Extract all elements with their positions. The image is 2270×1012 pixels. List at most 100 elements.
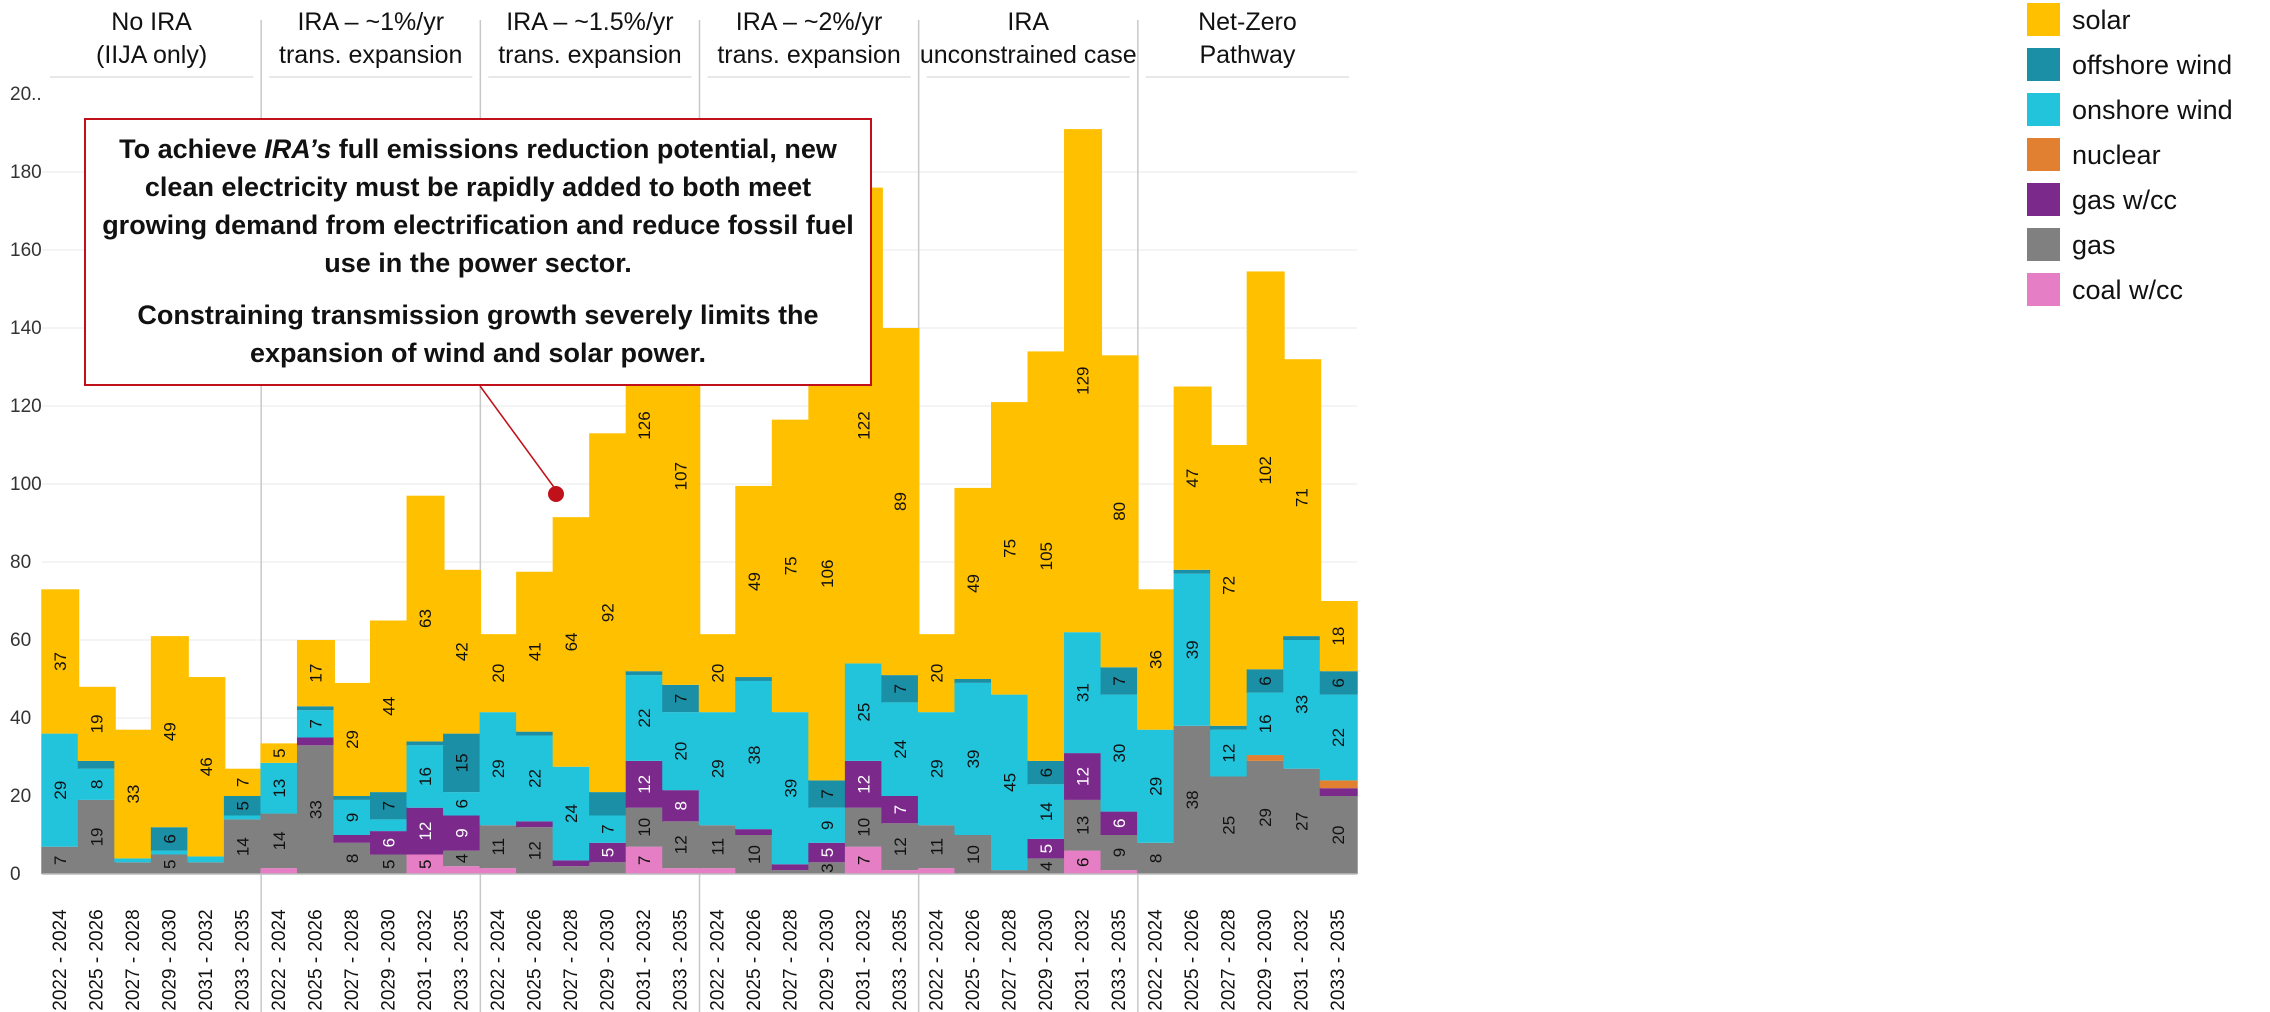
bar-segment-onshore-wind [296, 710, 335, 738]
bar-segment-gas [370, 854, 409, 874]
data-label: 31 [1074, 683, 1093, 702]
data-label: 12 [1220, 744, 1239, 763]
bar-segment-gas [1027, 858, 1066, 874]
bar-segment-solar [333, 682, 372, 796]
bar-segment-onshore-wind [1319, 694, 1358, 781]
legend-swatch [2027, 48, 2060, 81]
callout-text-1: To achieve IRA’s full emissions reductio… [102, 134, 854, 278]
bar-segment-solar [552, 517, 591, 767]
bar-segment-solar [150, 636, 189, 828]
y-tick-label: 100 [10, 474, 42, 495]
bar-segment-onshore-wind [406, 745, 445, 808]
bar-segment-solar [1064, 129, 1103, 633]
x-category-label: 2022 - 2024 [707, 909, 728, 1011]
bar-segment-gas-w-cc [735, 829, 774, 835]
bar-segment-solar [1137, 589, 1176, 730]
bar-segment-onshore-wind [954, 682, 993, 835]
bar-segment-onshore-wind [552, 766, 591, 861]
bar-segment-solar [735, 485, 774, 678]
data-label: 71 [1293, 488, 1312, 507]
bar-segment-onshore-wind [1064, 632, 1103, 754]
data-label: 29 [489, 759, 508, 778]
data-label: 75 [1000, 539, 1019, 558]
bar-segment-gas [1173, 725, 1212, 874]
bar-segment-onshore-wind [990, 694, 1029, 871]
bar-segment-solar [187, 677, 226, 857]
bar-segment-gas-w-cc [589, 842, 628, 863]
bar-segment-onshore-wind [735, 680, 774, 830]
data-label: 16 [1256, 714, 1275, 733]
data-label: 102 [1256, 456, 1275, 484]
data-label: 39 [1183, 640, 1202, 659]
y-tick-label: 160 [10, 240, 42, 261]
data-label: 29 [343, 730, 362, 749]
data-label: 63 [416, 609, 435, 628]
group-header-label: trans. expansion [498, 41, 681, 69]
data-label: 129 [1074, 366, 1093, 394]
bar-segment-coal-w-cc [881, 870, 920, 874]
data-label: 89 [891, 492, 910, 511]
bar-segment-coal-w-cc [1100, 870, 1139, 874]
bar-segment-offshore-wind [77, 760, 116, 769]
bar-segment-onshore-wind [1210, 729, 1249, 777]
x-category-label: 2033 - 2035 [1328, 909, 1349, 1010]
bar-segment-solar [223, 768, 262, 796]
bar-segment-onshore-wind [150, 850, 189, 855]
data-label: 7 [599, 824, 618, 833]
y-tick-label: 80 [10, 552, 31, 573]
x-category-label: 2027 - 2028 [1219, 909, 1240, 1010]
bar-segment-onshore-wind [698, 712, 737, 826]
bar-segment-gas [954, 835, 993, 874]
data-label: 29 [51, 781, 70, 800]
bar-segment-solar [1246, 271, 1285, 670]
x-category-label: 2029 - 2030 [379, 909, 400, 1010]
legend-swatch [2027, 183, 2060, 216]
data-label: 33 [1293, 695, 1312, 714]
data-label: 30 [1110, 744, 1129, 763]
bar-segment-offshore-wind [808, 780, 847, 808]
data-label: 37 [51, 652, 70, 671]
bar-segment-solar [479, 634, 518, 713]
bar-segment-gas-w-cc [662, 790, 701, 822]
bar-segment-gas-w-cc [1027, 838, 1066, 859]
bar-segment-solar [589, 433, 628, 793]
bar-segment-gas-w-cc [844, 760, 883, 808]
bar-segment-offshore-wind [1319, 671, 1358, 695]
data-label: 6 [1110, 819, 1129, 828]
bar-segment-onshore-wind [662, 712, 701, 791]
data-label: 8 [1147, 854, 1166, 863]
legend-label: gas [2072, 230, 2116, 260]
bar-segment-gas [735, 835, 774, 874]
bar-segment-gas [771, 870, 810, 874]
bar-segment-solar [771, 419, 810, 713]
data-label: 12 [854, 775, 873, 794]
data-label: 7 [1110, 676, 1129, 685]
group-header-label: No IRA [111, 8, 192, 36]
bar-segment-offshore-wind [223, 796, 262, 816]
x-category-label: 2031 - 2032 [196, 909, 217, 1010]
data-label: 45 [1000, 773, 1019, 792]
bar-segment-solar [1319, 601, 1358, 672]
bar-segment-solar [1210, 445, 1249, 726]
bar-segment-gas-w-cc [296, 737, 335, 746]
bar-segment-onshore-wind [808, 807, 847, 843]
bar-segment-onshore-wind [114, 858, 153, 863]
bar-segment-gas [114, 862, 153, 874]
callout-text-2: Constraining transmission growth severel… [137, 300, 819, 368]
bar-segment-gas-w-cc [808, 842, 847, 863]
data-label: 20 [489, 664, 508, 683]
data-label: 47 [1183, 469, 1202, 488]
x-category-label: 2033 - 2035 [232, 909, 253, 1010]
x-category-label: 2031 - 2032 [415, 909, 436, 1010]
x-category-label: 2033 - 2035 [1109, 909, 1130, 1010]
data-label: 13 [270, 779, 289, 798]
bar-segment-gas [260, 813, 299, 869]
bar-segment-gas [77, 799, 116, 874]
bar-segment-offshore-wind [296, 706, 335, 711]
y-tick-label: 20 [10, 786, 31, 807]
group-header-label: IRA – ~1%/yr [297, 8, 444, 36]
x-category-label: 2022 - 2024 [926, 909, 947, 1011]
data-label: 9 [1110, 848, 1129, 857]
data-label: 27 [1293, 812, 1312, 831]
y-tick-label: 180 [10, 162, 42, 183]
